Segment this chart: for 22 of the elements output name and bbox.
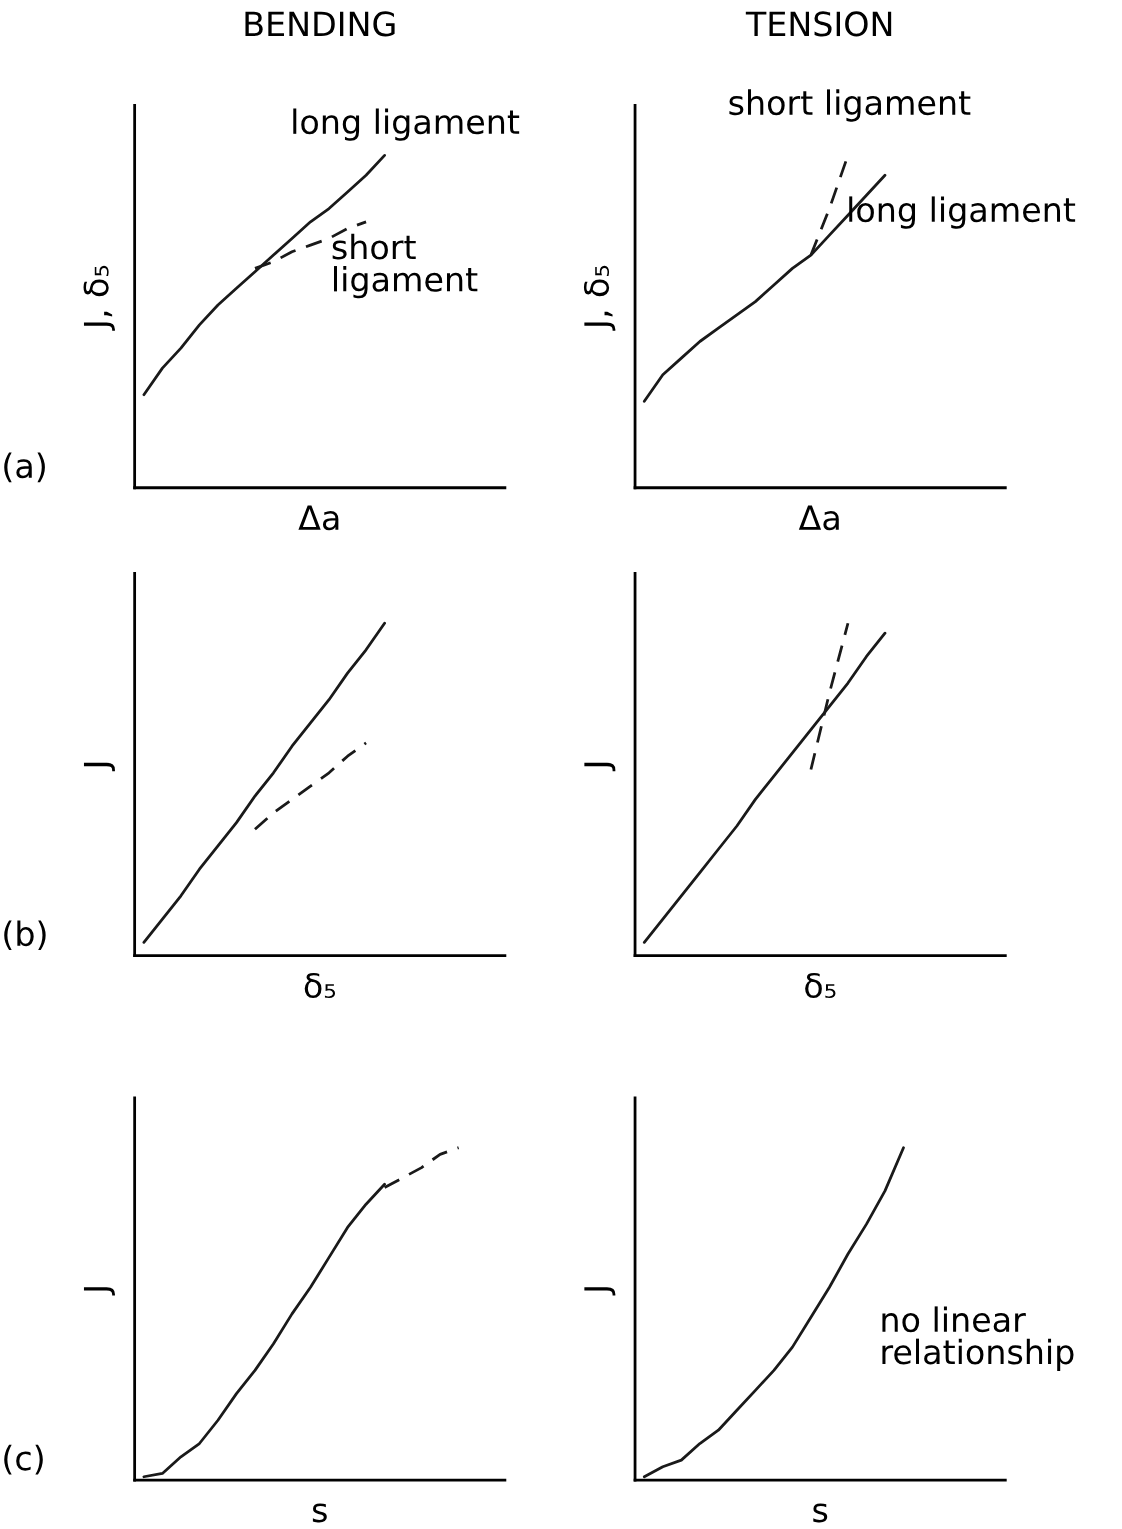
annotation: short ligament [332,233,478,299]
annotation: long ligament [849,196,1076,229]
y-axis-title: J [584,1287,616,1296]
x-axis-title: δ₅ [304,972,336,999]
text: (a) [4,452,45,483]
y-axis-title: J [83,762,115,772]
y-axis-title: J, δ₅ [83,265,115,331]
y-axis-title: J [83,1287,115,1296]
x-axis-title: Δa [798,505,839,531]
y-axis-title: J [584,762,616,772]
x-axis-title: δ₅ [805,972,836,999]
text: long ligament [293,108,520,141]
annotation: no linear relationship [882,1306,1074,1371]
y-axis-title: J, δ₅ [583,265,616,331]
text: (c) [4,1444,43,1475]
x-axis-title: s [813,1503,828,1523]
x-axis-title: s [312,1503,327,1523]
chart-title: BENDING [245,11,395,37]
x-axis-title: Δa [298,505,339,531]
text: (b) [4,920,46,951]
text: short ligament [729,89,971,122]
chart-title: TENSION [745,11,892,37]
